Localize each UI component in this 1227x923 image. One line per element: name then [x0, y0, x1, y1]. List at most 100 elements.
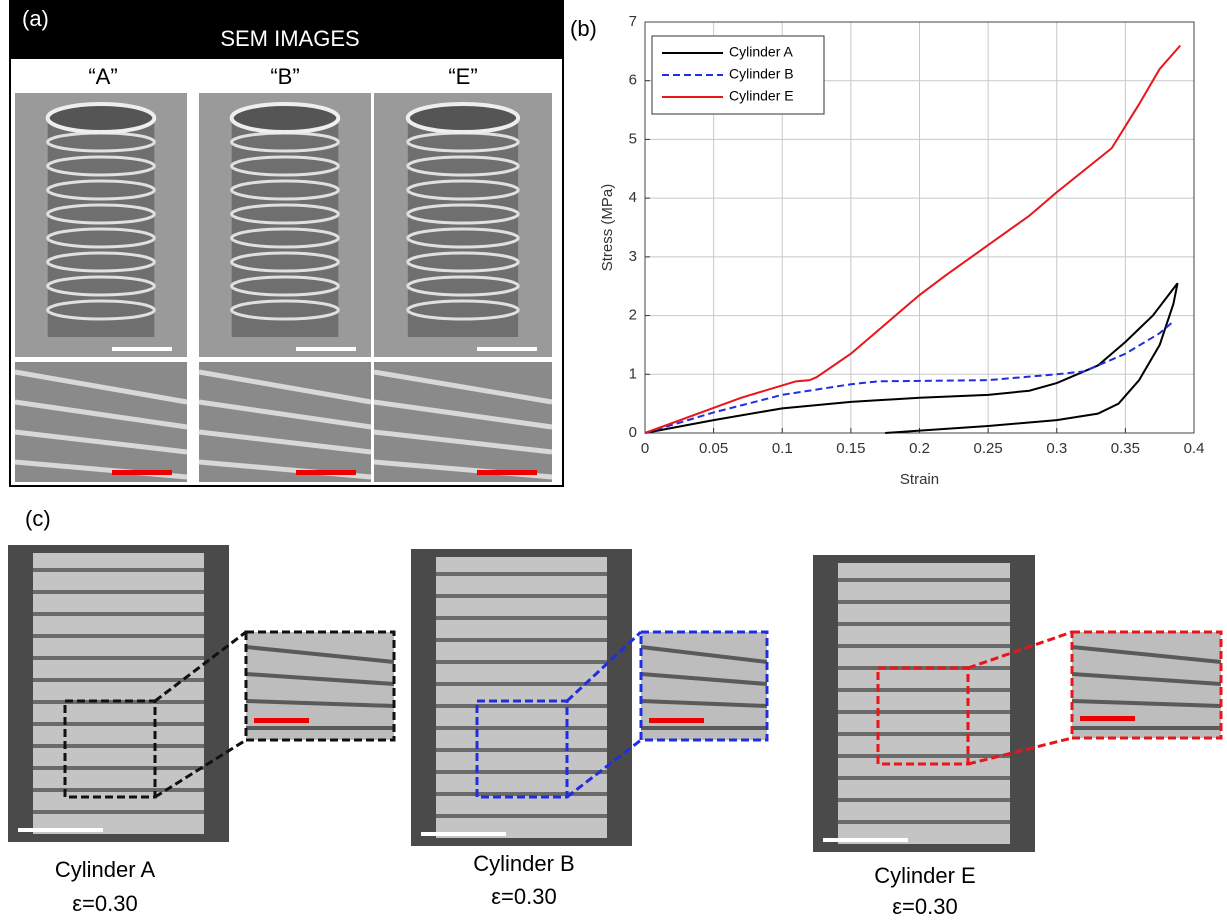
- strut: [373, 369, 553, 405]
- cylinder-ring: [406, 179, 520, 201]
- strut: [245, 645, 395, 664]
- y-tick-label: 1: [629, 365, 637, 382]
- zoom-frame: [639, 630, 769, 742]
- scale-bar: [649, 718, 704, 723]
- zoom-region: [876, 666, 970, 766]
- optical-core: [838, 563, 1010, 844]
- cylinder-top: [405, 102, 521, 134]
- scale-bar: [112, 347, 172, 351]
- panel-header: SEM IMAGES: [220, 26, 359, 51]
- zoom-region: [475, 699, 569, 799]
- y-tick-label: 7: [629, 13, 637, 30]
- strut: [198, 399, 372, 430]
- cylinder-ring: [230, 275, 340, 297]
- strut: [14, 399, 188, 430]
- scale-bar: [421, 832, 506, 836]
- cylinder-ring: [230, 299, 340, 321]
- scale-bar: [296, 347, 356, 351]
- zoom-connector: [967, 630, 1073, 670]
- cylinder-ring: [230, 155, 340, 177]
- caption: ε=0.30: [491, 884, 556, 909]
- zoom-region: [63, 699, 157, 799]
- zoom-connector: [154, 630, 247, 703]
- cylinder-ring: [230, 251, 340, 273]
- cylinder-ring: [406, 155, 520, 177]
- scale-bar: [477, 470, 537, 475]
- caption: Cylinder E: [874, 863, 975, 888]
- scale-bar: [112, 470, 172, 475]
- strut: [198, 369, 372, 405]
- legend-label: Cylinder B: [729, 66, 794, 82]
- x-tick-label: 0.35: [1111, 440, 1140, 457]
- strut: [373, 399, 553, 430]
- scale-bar: [1080, 716, 1135, 721]
- cylinder-ring: [46, 179, 156, 201]
- strut: [373, 429, 553, 455]
- cylinder-ring: [46, 203, 156, 225]
- y-tick-label: 0: [629, 424, 637, 441]
- cylinder-ring: [406, 299, 520, 321]
- x-tick-label: 0.1: [772, 440, 793, 457]
- cylinder-ring: [406, 275, 520, 297]
- caption: Cylinder A: [55, 857, 156, 882]
- zoom-frame: [1070, 630, 1223, 740]
- y-tick-label: 3: [629, 248, 637, 265]
- image-label: “A”: [88, 64, 117, 89]
- strut: [245, 699, 395, 708]
- y-tick-label: 5: [629, 130, 637, 147]
- legend-box: [651, 35, 825, 115]
- cylinder-ring: [406, 227, 520, 249]
- panel-label: (a): [22, 6, 49, 31]
- cylinder-ring: [46, 155, 156, 177]
- scale-bar: [254, 718, 309, 723]
- x-tick-label: 0.2: [909, 440, 930, 457]
- strut: [198, 429, 372, 455]
- zoom-connector: [566, 738, 642, 799]
- optical-core: [436, 557, 607, 838]
- strut: [640, 699, 768, 708]
- caption: ε=0.30: [892, 894, 957, 918]
- cylinder-ring: [46, 251, 156, 273]
- scale-bar: [823, 838, 908, 842]
- panel-label: (b): [570, 16, 597, 41]
- scale-bar: [18, 828, 103, 832]
- x-tick-label: 0.05: [699, 440, 728, 457]
- panel-a-header-bar: [10, 1, 563, 59]
- y-tick-label: 6: [629, 72, 637, 89]
- x-tick-label: 0.25: [974, 440, 1003, 457]
- cylinder-ring: [406, 203, 520, 225]
- x-tick-label: 0.4: [1184, 440, 1205, 457]
- strut: [245, 672, 395, 686]
- strut: [1071, 699, 1222, 708]
- zoom-connector: [565, 630, 643, 703]
- y-tick-label: 4: [629, 189, 637, 206]
- strut: [640, 645, 768, 664]
- panel-label: (c): [25, 506, 51, 531]
- images: [8, 93, 1223, 852]
- strut: [14, 429, 188, 455]
- cylinder-ring: [46, 227, 156, 249]
- strut: [1071, 672, 1222, 686]
- scale-bar: [296, 470, 356, 475]
- series-line: [644, 282, 1179, 434]
- plot-frame: [644, 21, 1195, 434]
- x-axis-label: Strain: [900, 471, 939, 488]
- series-line: [644, 44, 1182, 434]
- strut: [640, 672, 768, 686]
- legend-label: Cylinder E: [729, 88, 794, 104]
- y-axis-label: Stress (MPa): [599, 184, 616, 272]
- x-tick-label: 0: [641, 440, 649, 457]
- caption: ε=0.30: [72, 891, 137, 916]
- zoom-frame: [244, 630, 396, 742]
- strut: [1071, 645, 1222, 664]
- cylinder-ring: [230, 179, 340, 201]
- caption: Cylinder B: [473, 851, 574, 876]
- legend-label: Cylinder A: [729, 44, 793, 60]
- zoom-connector: [154, 738, 247, 799]
- y-tick-label: 2: [629, 307, 637, 324]
- cylinder-ring: [230, 203, 340, 225]
- cylinder-ring: [230, 227, 340, 249]
- image-label: “E”: [448, 64, 477, 89]
